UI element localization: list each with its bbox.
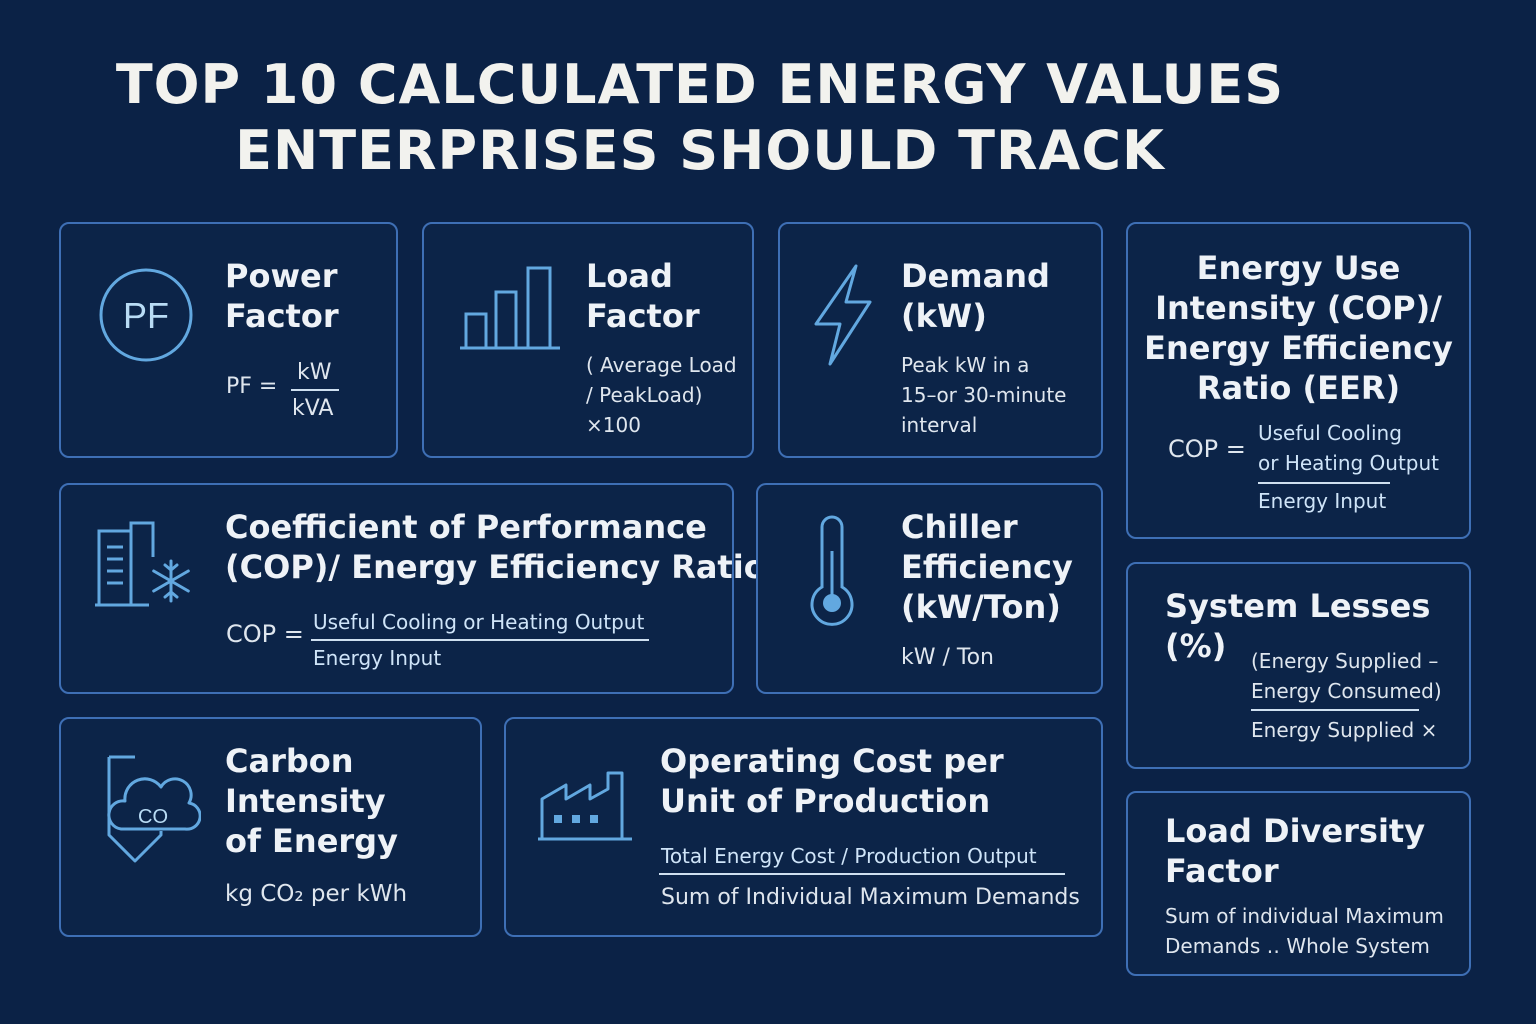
eui-title-4: Ratio (EER): [1196, 369, 1401, 407]
eui-formula-lhs: COP =: [1168, 435, 1246, 463]
eui-fraction-bar: [1258, 482, 1390, 484]
card-load-factor: Load Factor ( Average Load / PeakLoad) ×…: [422, 222, 754, 458]
cop-title-1: Coefficient of Performance: [225, 508, 707, 546]
system-losses-line-2: Energy Consumed): [1251, 679, 1442, 703]
demand-line-1: Peak kW in a: [901, 353, 1030, 377]
chiller-formula: kW / Ton: [901, 645, 994, 670]
eui-title-2: Intensity (COP)/: [1155, 289, 1442, 327]
operating-cost-title-2: Unit of Production: [660, 782, 991, 820]
load-diversity-title-1: Load Diversity: [1165, 812, 1426, 850]
card-demand: Demand (kW) Peak kW in a 15–or 30-minute…: [778, 222, 1103, 458]
carbon-title-2: Intensity: [225, 782, 386, 820]
title-line-1: TOP 10 CALCULATED ENERGY VALUES: [115, 53, 1285, 116]
carbon-title-3: of Energy: [225, 822, 398, 860]
card-chiller-efficiency: Chiller Efficiency (kW/Ton) kW / Ton: [756, 483, 1103, 694]
chiller-title-3: (kW/Ton): [901, 588, 1061, 626]
eui-numerator-2: or Heating Output: [1258, 451, 1440, 475]
pf-fraction-bar: [291, 389, 339, 391]
page-title: TOP 10 CALCULATED ENERGY VALUES ENTERPRI…: [0, 52, 1400, 184]
pf-circle-icon: PF: [99, 268, 193, 362]
title-line-2: ENTERPRISES SHOULD TRACK: [235, 119, 1165, 182]
cop-fraction-bar: [311, 639, 649, 641]
operating-cost-title-1: Operating Cost per: [660, 742, 1004, 780]
eui-numerator-1: Useful Cooling: [1258, 421, 1402, 445]
load-diversity-line-1: Sum of individual Maximum: [1165, 904, 1444, 928]
cop-numerator: Useful Cooling or Heating Output: [313, 610, 645, 634]
cop-title-2: (COP)/ Energy Efficiency Ratio: [225, 548, 766, 586]
power-factor-title-2: Factor: [225, 297, 339, 335]
load-factor-line-1: ( Average Load: [586, 353, 737, 377]
eui-title-3: Energy Efficiency: [1144, 329, 1453, 367]
demand-line-2: 15–or 30-minute: [901, 383, 1067, 407]
power-factor-title-1: Power: [225, 257, 338, 295]
system-losses-denominator: Energy Supplied ×: [1251, 718, 1438, 742]
co2-icon-text: CO: [138, 806, 168, 828]
card-power-factor: PF Power Factor PF = kW kVA: [59, 222, 398, 458]
demand-title-1: Demand: [901, 257, 1050, 295]
card-energy-use-intensity: Energy Use Intensity (COP)/ Energy Effic…: [1126, 222, 1471, 539]
demand-line-3: interval: [901, 413, 978, 437]
load-factor-line-2: / PeakLoad): [586, 383, 703, 407]
system-losses-fraction-bar: [1251, 709, 1419, 711]
operating-cost-formula: Total Energy Cost / Production Output: [661, 844, 1037, 868]
system-losses-line-1: (Energy Supplied –: [1251, 649, 1439, 673]
bar-chart-icon: [460, 266, 560, 350]
thermometer-icon: [810, 515, 854, 626]
load-diversity-line-2: Demands ․․ Whole System: [1165, 934, 1430, 958]
pf-numerator: kW: [297, 360, 332, 385]
co2-cloud-icon: CO: [107, 755, 201, 863]
factory-icon: [538, 771, 632, 841]
cop-formula-lhs: COP =: [226, 620, 304, 648]
pf-formula-lhs: PF =: [226, 374, 278, 399]
cop-denominator: Energy Input: [313, 646, 442, 670]
card-load-diversity: Load Diversity Factor Sum of individual …: [1126, 791, 1471, 976]
chiller-title-2: Efficiency: [901, 548, 1073, 586]
load-factor-title-1: Load: [586, 257, 673, 295]
operating-cost-fraction-bar: [659, 873, 1065, 875]
load-factor-line-3: ×100: [586, 413, 641, 437]
carbon-title-1: Carbon: [225, 742, 354, 780]
load-factor-title-2: Factor: [586, 297, 700, 335]
demand-title-2: (kW): [901, 297, 987, 335]
chiller-title-1: Chiller: [901, 508, 1018, 546]
pf-denominator: kVA: [292, 396, 334, 421]
operating-cost-note: Sum of Individual Maximum Demands: [661, 885, 1080, 910]
card-carbon-intensity: CO Carbon Intensity of Energy kg CO₂ per…: [59, 717, 482, 937]
eui-title-1: Energy Use: [1196, 249, 1401, 287]
system-losses-title-2: (%): [1165, 627, 1227, 665]
card-cop: Coefficient of Performance (COP)/ Energy…: [59, 483, 766, 694]
eui-denominator: Energy Input: [1258, 489, 1387, 513]
carbon-formula: kg CO₂ per kWh: [225, 881, 408, 907]
system-losses-title-1: System Lesses: [1165, 587, 1431, 625]
card-operating-cost: Operating Cost per Unit of Production To…: [504, 717, 1103, 937]
card-system-losses: System Lesses (%) (Energy Supplied – Ene…: [1126, 562, 1471, 769]
lightning-icon: [814, 264, 872, 366]
pf-icon-text: PF: [123, 295, 169, 336]
building-snowflake-icon: [95, 521, 190, 607]
load-diversity-title-2: Factor: [1165, 852, 1279, 890]
